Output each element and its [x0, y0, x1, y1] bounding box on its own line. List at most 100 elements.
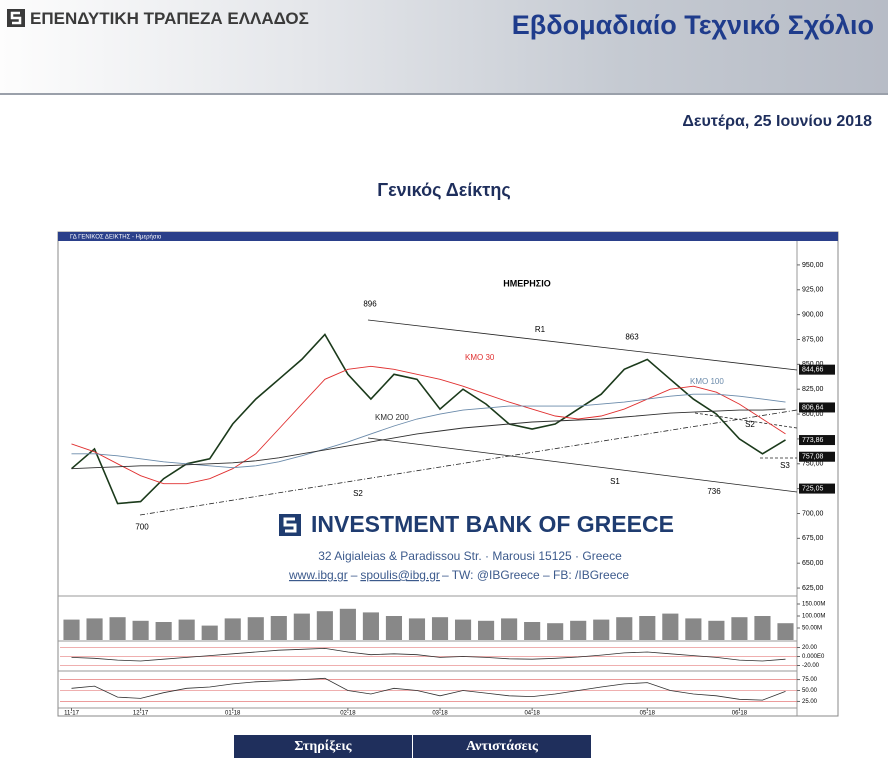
trend-label: S3: [780, 461, 790, 470]
line: [70, 333, 786, 505]
volume-bar: [362, 612, 379, 640]
volume-bar: [431, 617, 449, 640]
volume-bar: [247, 617, 264, 640]
y-tick-label: 750,00: [802, 461, 824, 468]
y-tick-label: 150.00M: [802, 602, 825, 608]
bank-name: ΕΠΕΝΔΥΤΙΚΗ ΤΡΑΠΕΖΑ ΕΛΛΑΔΟΣ: [30, 9, 309, 28]
watermark-links: www.ibg.gr – spoulis@ibg.gr – TW: @IBGreece…: [288, 568, 629, 582]
levels-table: Στηρίξεις Αντιστάσεις: [233, 735, 591, 758]
section-title: Γενικός Δείκτης: [377, 180, 511, 200]
y-tick-label: 675,00: [802, 535, 824, 542]
y-tick-label: 900,00: [802, 311, 824, 318]
line: [71, 647, 786, 662]
trend-line: [367, 437, 798, 493]
volume-bar: [63, 619, 80, 640]
line: [71, 365, 786, 485]
watermark-address: 32 Aigialeias & Paradissou Str. · Marous…: [318, 549, 622, 563]
volume-bar: [662, 613, 679, 640]
level-marker: [799, 402, 835, 413]
trend-label: S2: [745, 420, 755, 429]
level-marker: [799, 451, 835, 462]
watermark: INVESTMENT BANK OF GREECE 32 Aigialeias …: [279, 511, 674, 582]
volume-bar: [639, 616, 656, 640]
series-label: ΚΜΟ 100: [690, 377, 724, 386]
y-tick-label: 925,00: [802, 287, 824, 294]
volume-bar: [270, 616, 287, 640]
y-tick-label: 0.000E0: [802, 654, 825, 660]
y-tick-label: 75.00: [802, 677, 818, 683]
x-tick-label: 05-18: [640, 711, 656, 717]
x-tick-label: 02-18: [340, 711, 356, 717]
volume-bar: [593, 619, 610, 640]
volume-bar: [754, 616, 771, 640]
y-tick-label: 825,00: [802, 386, 824, 393]
chart-frame: [57, 231, 839, 717]
y-tick-label: 875,00: [802, 336, 824, 343]
level-marker: [799, 364, 835, 375]
volume-bar: [547, 623, 564, 640]
y-tick-label: 100.00M: [802, 614, 825, 620]
line: [71, 677, 786, 701]
website[interactable]: www.ibg.gr: [288, 568, 348, 582]
volume-bar: [86, 618, 103, 640]
trend-label: S2: [353, 489, 363, 498]
y-tick-label: 50.00: [802, 688, 818, 694]
logo: [7, 9, 25, 27]
line: [71, 408, 786, 470]
x-tick-label: 04-18: [524, 711, 540, 717]
table-header: Αντιστάσεις: [412, 735, 591, 758]
peak-label: 700: [135, 523, 149, 532]
social: – TW: @IBGreece – FB: /IBGreece: [442, 568, 629, 582]
x-tick-label: 11-17: [64, 711, 80, 717]
peak-label: 896: [363, 300, 377, 309]
report-title: Εβδομαδιαίο Τεχνικό Σχόλιο: [511, 10, 874, 40]
y-tick-label: 650,00: [802, 560, 824, 567]
volume-bar: [685, 618, 702, 640]
volume-bar: [454, 619, 472, 640]
volume-bar: [408, 618, 426, 640]
volume-bar: [178, 619, 195, 640]
table-header: Στηρίξεις: [233, 735, 412, 758]
email[interactable]: spoulis@ibg.gr: [360, 568, 440, 582]
y-tick-label: -20.00: [802, 663, 820, 669]
level-marker: [799, 435, 835, 446]
volume-bar: [385, 616, 403, 640]
level-label: 806,64: [802, 404, 824, 411]
trend-label: R1: [535, 325, 546, 334]
volume-bar: [224, 618, 241, 640]
trend-label: S1: [610, 477, 620, 486]
x-tick-label: 03-18: [432, 711, 448, 717]
y-tick-label: 25.00: [802, 699, 818, 705]
level-marker: [799, 483, 835, 494]
y-tick-label: 950,00: [802, 262, 824, 269]
volume-bar: [570, 620, 587, 640]
window-title: ΓΔ ΓΕΝΙΚΟΣ ΔΕΙΚΤΗΣ - Ημερήσιο: [70, 234, 162, 241]
x-tick-label: 01-18: [225, 711, 241, 717]
volume-bar: [293, 613, 310, 640]
report-date: Δευτέρα, 25 Ιουνίου 2018: [682, 113, 872, 130]
trend-line: [367, 319, 798, 371]
series-label: ΚΜΟ 30: [465, 353, 495, 362]
separator: –: [351, 568, 358, 582]
y-tick-label: 20.00: [802, 645, 818, 651]
volume-bar: [132, 620, 149, 640]
volume-bar: [524, 622, 541, 640]
volume-bar: [339, 608, 356, 640]
y-tick-label: 700,00: [802, 510, 824, 517]
volume-bar: [731, 617, 748, 640]
volume-bar: [616, 617, 633, 640]
y-tick-label: 800,00: [802, 411, 824, 418]
trend-line: [694, 412, 798, 429]
series-label: ΚΜΟ 200: [375, 413, 409, 422]
volume-bar: [109, 617, 126, 640]
level-label: 844,66: [802, 366, 824, 373]
volume-bar: [708, 620, 725, 640]
watermark-name: INVESTMENT BANK OF GREECE: [311, 511, 674, 537]
peak-label: 863: [625, 333, 639, 342]
banner: ΕΠΕΝΔΥΤΙΚΗ ΤΡΑΠΕΖΑ ΕΛΛΑΔΟΣ Εβδομαδιαίο Τ…: [0, 0, 888, 95]
volume-bar: [478, 620, 495, 640]
volume-bar: [777, 623, 794, 640]
volume-bar: [501, 618, 518, 640]
